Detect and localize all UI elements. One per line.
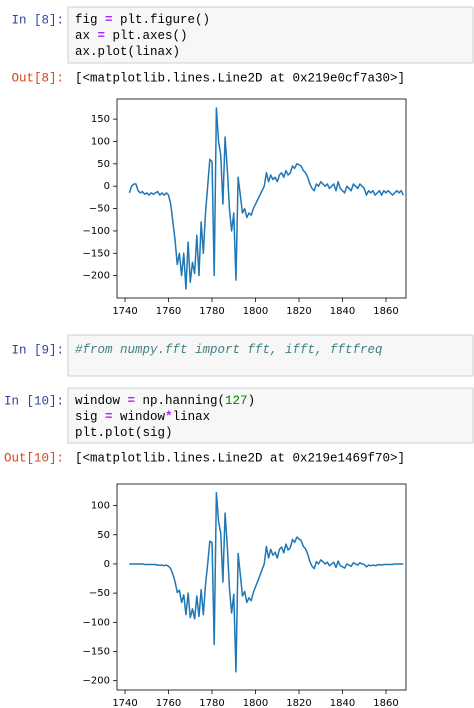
x-tick-label: 1800 (243, 306, 268, 317)
y-tick-label: 100 (91, 501, 110, 512)
code-line: ax = plt.axes() (75, 29, 188, 43)
code-cell[interactable] (67, 6, 474, 64)
y-tick-label: 50 (97, 159, 110, 170)
x-tick-label: 1840 (330, 698, 355, 708)
x-tick-label: 1860 (373, 306, 398, 317)
x-tick-label: 1780 (199, 698, 224, 708)
y-tick-label: 150 (91, 114, 110, 125)
x-tick-label: 1780 (199, 306, 224, 317)
y-tick-label: −100 (83, 226, 110, 237)
code-line: window = np.hanning(127) (75, 394, 255, 408)
code-line: fig = plt.figure() (75, 13, 210, 27)
x-tick-label: 1840 (330, 306, 355, 317)
code-line: plt.plot(sig) (75, 426, 173, 440)
data-line (129, 492, 404, 673)
output-text: [<matplotlib.lines.Line2D at 0x219e1469f… (75, 451, 405, 465)
y-tick-label: −150 (83, 248, 110, 259)
x-tick-label: 1760 (156, 698, 181, 708)
axes-frame (116, 98, 407, 299)
code-line: #from numpy.fft import fft, ifft, fftfre… (75, 343, 383, 357)
y-tick-label: −100 (83, 617, 110, 628)
y-tick-label: 50 (97, 530, 110, 541)
input-prompt: In [8]: (11, 13, 64, 27)
x-tick-label: 1740 (112, 698, 137, 708)
output-prompt: Out[10]: (4, 451, 64, 465)
output-prompt: Out[8]: (11, 71, 64, 85)
x-tick-label: 1860 (373, 698, 398, 708)
x-tick-label: 1740 (112, 306, 137, 317)
y-tick-label: −150 (83, 646, 110, 657)
x-tick-label: 1820 (286, 698, 311, 708)
y-tick-label: 0 (104, 181, 110, 192)
y-tick-label: −200 (83, 676, 110, 687)
y-tick-label: 100 (91, 136, 110, 147)
code-cell[interactable] (67, 334, 474, 377)
input-prompt: In [10]: (4, 394, 64, 408)
x-tick-label: 1760 (156, 306, 181, 317)
code-line: ax.plot(linax) (75, 45, 180, 59)
y-tick-label: −200 (83, 271, 110, 282)
x-tick-label: 1820 (286, 306, 311, 317)
data-line (128, 107, 405, 290)
axes-frame (116, 483, 407, 691)
y-tick-label: 0 (104, 559, 110, 570)
y-tick-label: −50 (89, 588, 110, 599)
y-tick-label: −50 (89, 204, 110, 215)
input-prompt: In [9]: (11, 343, 64, 357)
output-text: [<matplotlib.lines.Line2D at 0x219e0cf7a… (75, 71, 405, 85)
x-tick-label: 1800 (243, 698, 268, 708)
code-line: sig = window*linax (75, 410, 210, 424)
code-cell[interactable] (67, 387, 474, 444)
